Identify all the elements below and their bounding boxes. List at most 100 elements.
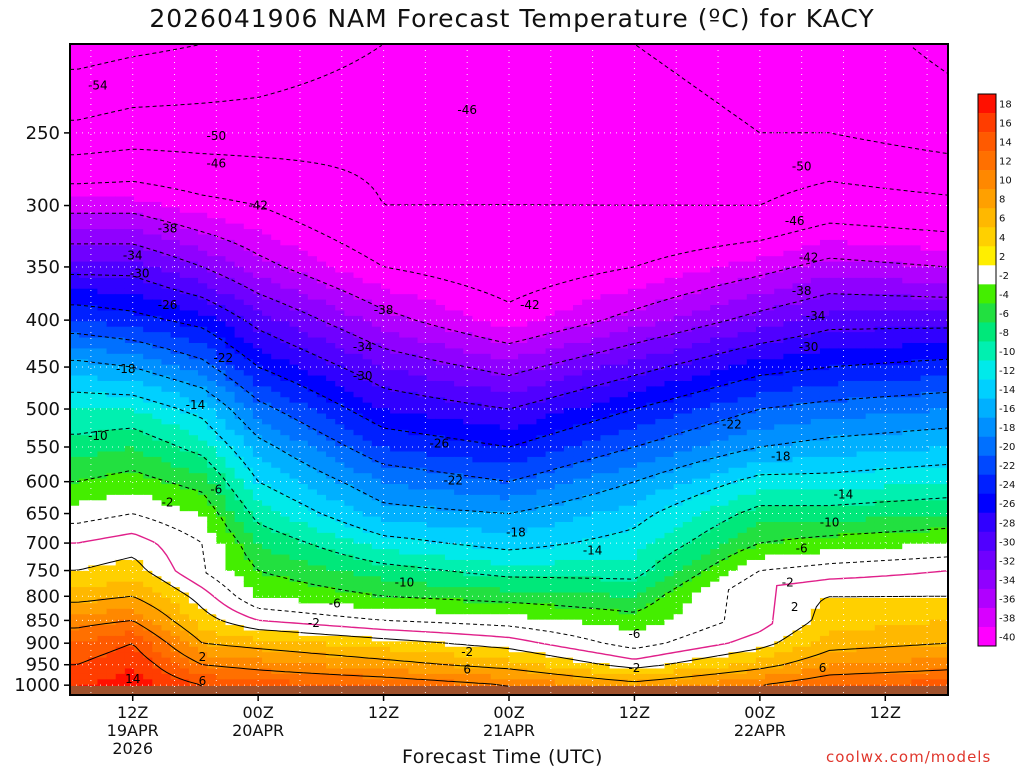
field-cell bbox=[435, 282, 446, 289]
field-cell bbox=[271, 125, 281, 132]
field-cell bbox=[170, 152, 181, 159]
field-cell bbox=[262, 423, 272, 430]
field-cell bbox=[316, 651, 327, 658]
field-cell bbox=[198, 412, 208, 419]
field-cell bbox=[426, 461, 437, 468]
field-cell bbox=[335, 147, 345, 154]
field-cell bbox=[207, 564, 217, 571]
field-cell bbox=[97, 510, 108, 517]
field-cell bbox=[134, 239, 144, 246]
field-cell bbox=[326, 445, 336, 452]
field-cell bbox=[234, 488, 245, 495]
field-cell bbox=[179, 402, 190, 409]
field-cell bbox=[88, 678, 99, 685]
field-cell bbox=[207, 141, 217, 148]
field-cell bbox=[198, 233, 208, 240]
field-cell bbox=[399, 396, 409, 403]
field-cell bbox=[362, 250, 373, 257]
field-cell bbox=[307, 331, 318, 338]
field-cell bbox=[344, 336, 355, 343]
field-cell bbox=[399, 81, 409, 89]
field-cell bbox=[316, 429, 327, 436]
field-cell bbox=[198, 217, 208, 224]
field-cell bbox=[252, 261, 263, 268]
field-cell bbox=[399, 157, 409, 164]
field-cell bbox=[97, 488, 108, 495]
field-cell bbox=[252, 98, 263, 105]
field-cell bbox=[134, 494, 144, 501]
field-cell bbox=[252, 223, 263, 230]
field-cell bbox=[88, 456, 99, 463]
field-cell bbox=[234, 548, 245, 555]
field-cell bbox=[88, 532, 99, 539]
field-cell bbox=[426, 201, 437, 208]
field-cell bbox=[316, 488, 327, 495]
field-cell bbox=[188, 613, 199, 620]
field-cell bbox=[252, 195, 263, 202]
field-cell bbox=[335, 559, 345, 566]
field-cell bbox=[115, 581, 126, 588]
field-cell bbox=[399, 342, 409, 349]
field-cell bbox=[289, 521, 300, 528]
field-cell bbox=[362, 244, 373, 251]
field-cell bbox=[152, 266, 163, 273]
field-cell bbox=[207, 76, 217, 83]
field-cell bbox=[70, 629, 80, 636]
field-cell bbox=[188, 440, 199, 447]
field-cell bbox=[390, 114, 400, 121]
field-cell bbox=[316, 412, 327, 419]
field-cell bbox=[216, 315, 227, 322]
field-cell bbox=[344, 233, 355, 240]
field-cell bbox=[435, 244, 446, 251]
field-cell bbox=[353, 342, 364, 349]
field-cell bbox=[88, 309, 99, 316]
field-cell bbox=[426, 347, 437, 354]
field-cell bbox=[435, 423, 446, 430]
field-cell bbox=[106, 92, 117, 99]
field-cell bbox=[271, 206, 281, 213]
field-cell bbox=[161, 548, 172, 555]
field-cell bbox=[143, 526, 153, 533]
field-cell bbox=[207, 309, 217, 316]
field-cell bbox=[88, 65, 99, 72]
field-cell bbox=[390, 434, 400, 441]
field-cell bbox=[216, 543, 227, 550]
field-cell bbox=[326, 440, 336, 447]
field-cell bbox=[426, 364, 437, 371]
field-cell bbox=[97, 217, 108, 224]
field-cell bbox=[353, 602, 364, 609]
field-cell bbox=[417, 233, 428, 240]
field-cell bbox=[216, 244, 227, 251]
field-cell bbox=[280, 543, 291, 550]
field-cell bbox=[426, 423, 437, 430]
field-cell bbox=[79, 185, 89, 192]
field-cell bbox=[152, 515, 163, 523]
field-cell bbox=[426, 564, 437, 571]
field-cell bbox=[280, 54, 291, 61]
field-cell bbox=[426, 109, 437, 116]
field-cell bbox=[79, 559, 89, 566]
field-cell bbox=[152, 233, 163, 240]
field-cell bbox=[307, 49, 318, 56]
field-cell bbox=[316, 65, 327, 72]
field-cell bbox=[207, 532, 217, 539]
field-cell bbox=[289, 174, 300, 181]
field-cell bbox=[152, 223, 163, 230]
field-cell bbox=[252, 266, 263, 273]
field-cell bbox=[152, 60, 163, 67]
field-cell bbox=[326, 364, 336, 371]
field-cell bbox=[408, 244, 419, 251]
field-cell bbox=[188, 326, 199, 333]
field-cell bbox=[316, 336, 327, 343]
field-cell bbox=[408, 657, 419, 664]
field-cell bbox=[179, 244, 190, 251]
field-cell bbox=[426, 570, 437, 577]
field-cell bbox=[152, 141, 163, 148]
field-cell bbox=[390, 71, 400, 78]
field-cell bbox=[88, 591, 99, 598]
field-cell bbox=[271, 456, 281, 463]
field-cell bbox=[106, 130, 117, 137]
field-cell bbox=[316, 526, 327, 533]
field-cell bbox=[134, 163, 144, 170]
field-cell bbox=[371, 429, 382, 436]
